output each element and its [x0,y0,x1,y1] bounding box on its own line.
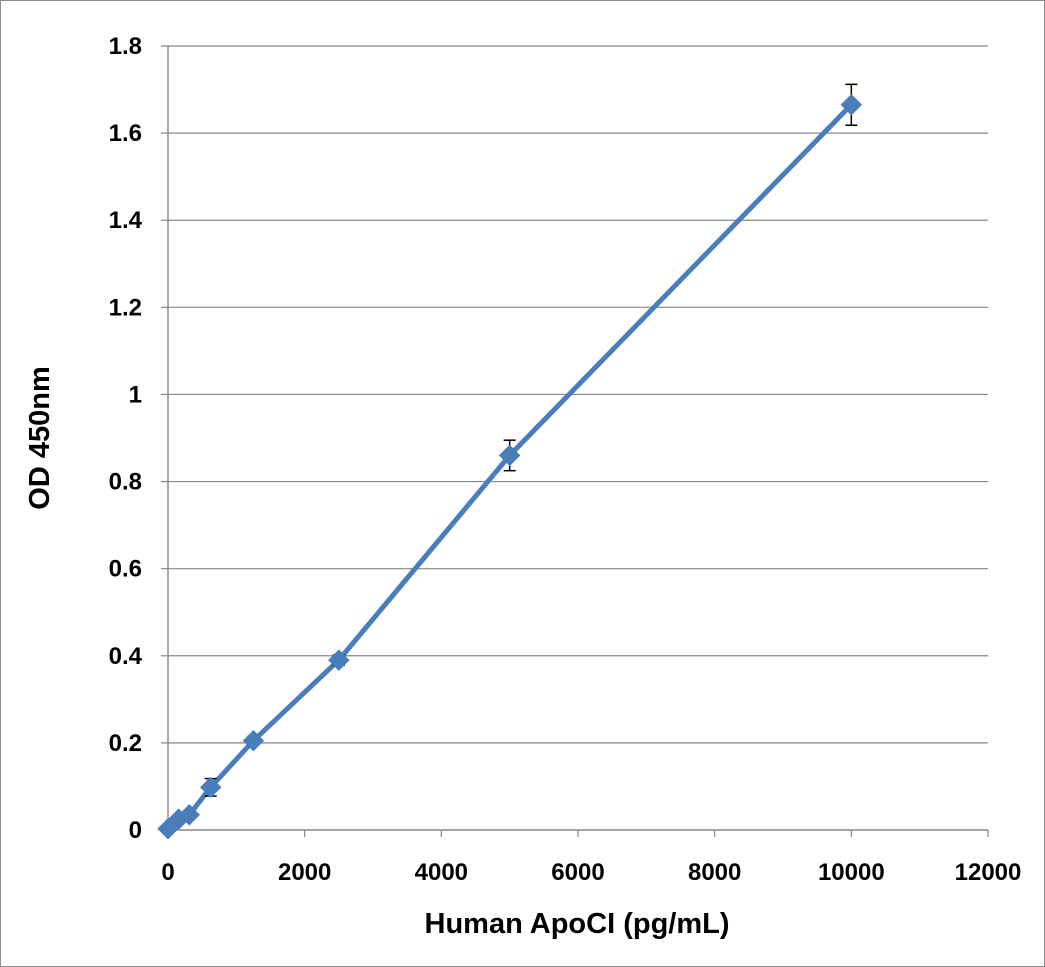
x-tick-label: 2000 [278,859,331,886]
y-tick-label: 1.6 [109,120,142,147]
data-point [242,730,265,752]
y-tick-label: 1 [129,381,142,408]
x-tick-label: 6000 [551,859,604,886]
data-point [328,649,350,671]
x-tick-label: 12000 [955,859,1022,886]
data-point [178,804,201,826]
x-tick-labels: 0 2000 4000 6000 8000 10000 12000 [161,859,1021,886]
y-tick-label: 1.8 [109,33,142,60]
y-tick-label: 0.8 [109,469,142,496]
data-point [498,444,521,467]
y-tick-label: 1.4 [109,207,143,234]
y-tick-label: 0.6 [109,556,142,583]
x-tick-label: 8000 [688,859,741,886]
axes [161,45,989,837]
y-tick-label: 1.2 [109,294,142,321]
gridlines [168,45,988,744]
y-tick-labels: 0 0.2 0.4 0.6 0.8 1 1.2 1.4 1.6 1.8 [109,33,143,844]
y-tick-label: 0.4 [109,643,143,670]
y-tick-label: 0 [129,817,142,844]
x-tick-label: 0 [161,859,174,886]
data-point [200,776,222,799]
data-series [157,83,863,840]
x-tick-label: 10000 [818,859,885,886]
data-point [840,94,863,116]
x-tick-label: 4000 [415,859,468,886]
x-axis-title: Human ApoCI (pg/mL) [425,908,730,940]
y-axis-title: OD 450nm [24,366,56,509]
y-tick-label: 0.2 [109,730,142,757]
